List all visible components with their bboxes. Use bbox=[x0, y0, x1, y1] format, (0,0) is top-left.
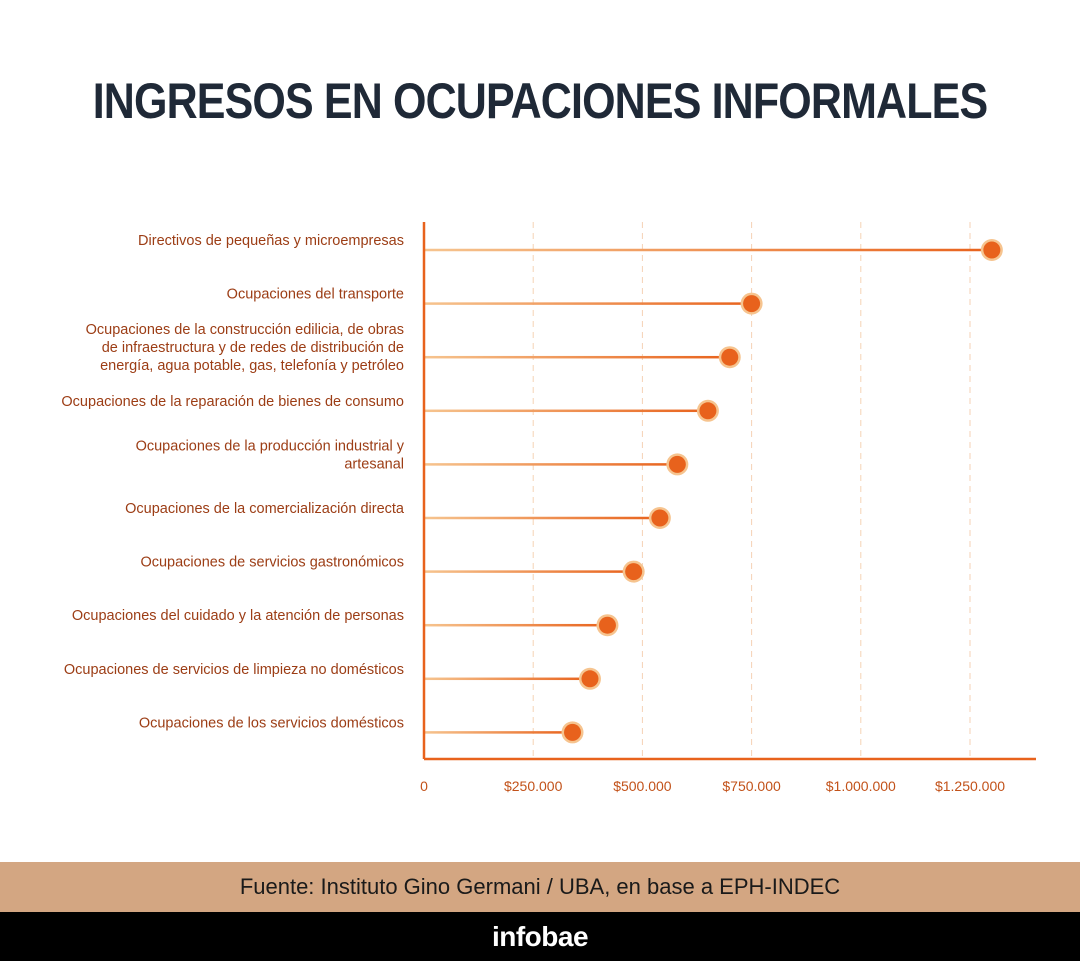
axes bbox=[422, 222, 1036, 761]
category-label-line: Ocupaciones de servicios gastronómicos bbox=[140, 555, 404, 571]
dot bbox=[581, 670, 599, 688]
stem bbox=[424, 463, 678, 466]
stem bbox=[424, 570, 634, 573]
stems bbox=[424, 248, 992, 734]
category-label-line: Ocupaciones del cuidado y la atención de… bbox=[72, 608, 404, 624]
brand-logo: infobae bbox=[491, 920, 589, 952]
category-label: Ocupaciones de servicios de limpieza no … bbox=[64, 662, 404, 678]
source-text: Fuente: Instituto Gino Germani / UBA, en… bbox=[239, 874, 841, 899]
x-tick-labels: 0 $250.000 $500.000 $750.000 $1.000.000 $1.25… bbox=[420, 778, 1005, 794]
brand-bar: infobae bbox=[0, 912, 1080, 961]
category-label-line: Ocupaciones de la construcción edilicia,… bbox=[86, 322, 404, 338]
source-bar: Fuente: Instituto Gino Germani / UBA, en… bbox=[0, 862, 1080, 912]
category-label-line: de infraestructura y de redes de distrib… bbox=[102, 340, 404, 356]
x-tick-label: $1.250.000 bbox=[935, 778, 1005, 794]
category-label: Ocupaciones de la construcción edilicia,… bbox=[86, 322, 404, 374]
category-label: Ocupaciones de los servicios domésticos bbox=[139, 715, 404, 731]
chart-title: INGRESOS EN OCUPACIONES INFORMALES bbox=[92, 73, 988, 129]
category-label-line: Ocupaciones de la reparación de bienes d… bbox=[61, 394, 404, 410]
stem bbox=[424, 677, 590, 681]
stem bbox=[424, 302, 752, 305]
category-label: Ocupaciones de la producción industrial … bbox=[136, 438, 405, 472]
dot bbox=[699, 402, 717, 420]
x-tick-label: $500.000 bbox=[613, 778, 672, 794]
x-tick-label: 0 bbox=[420, 778, 428, 794]
category-label: Ocupaciones de servicios gastronómicos bbox=[140, 555, 404, 571]
category-label-line: Directivos de pequeñas y microempresas bbox=[138, 233, 404, 249]
dot bbox=[743, 295, 761, 313]
dot bbox=[564, 723, 582, 741]
category-label: Ocupaciones de la comercialización direc… bbox=[125, 501, 405, 517]
dots bbox=[561, 239, 1003, 744]
x-tick-label: $750.000 bbox=[722, 778, 781, 794]
category-label-line: Ocupaciones de servicios de limpieza no … bbox=[64, 662, 404, 678]
category-label: Ocupaciones de la reparación de bienes d… bbox=[61, 394, 404, 410]
category-label-line: energía, agua potable, gas, telefonía y … bbox=[100, 358, 404, 374]
dot bbox=[721, 348, 739, 366]
dot bbox=[625, 563, 643, 581]
stem bbox=[424, 409, 708, 413]
stem bbox=[424, 623, 608, 627]
category-label-line: artesanal bbox=[344, 456, 404, 472]
category-label: Ocupaciones del transporte bbox=[227, 287, 404, 303]
category-labels: Directivos de pequeñas y microempresas Oc… bbox=[61, 233, 405, 731]
stem bbox=[424, 355, 730, 359]
category-label-line: Ocupaciones del transporte bbox=[227, 287, 404, 303]
stem bbox=[424, 248, 992, 252]
stem bbox=[424, 731, 573, 734]
category-label-line: Ocupaciones de la comercialización direc… bbox=[125, 501, 405, 517]
dot bbox=[598, 616, 616, 634]
dot bbox=[983, 241, 1001, 259]
category-label-line: Ocupaciones de los servicios domésticos bbox=[139, 715, 404, 731]
x-tick-label: $250.000 bbox=[504, 778, 563, 794]
dot bbox=[668, 455, 686, 473]
stem bbox=[424, 516, 660, 520]
category-label: Directivos de pequeñas y microempresas bbox=[138, 233, 404, 249]
x-tick-label: $1.000.000 bbox=[826, 778, 896, 794]
category-label-line: Ocupaciones de la producción industrial … bbox=[136, 438, 405, 454]
dot bbox=[651, 509, 669, 527]
lollipop-chart: Directivos de pequeñas y microempresas Oc… bbox=[61, 222, 1036, 794]
category-label: Ocupaciones del cuidado y la atención de… bbox=[72, 608, 404, 624]
